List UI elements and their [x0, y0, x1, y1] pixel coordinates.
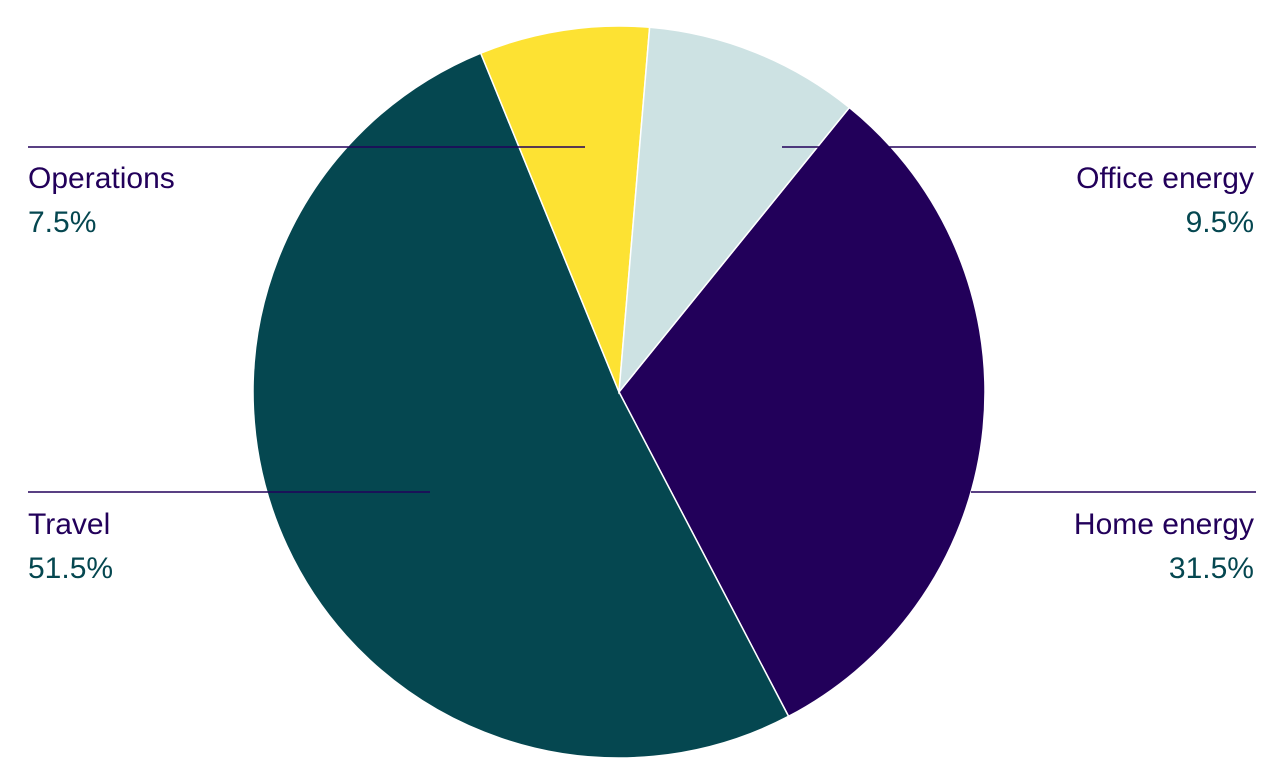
slice-value-office-energy: 9.5% [1186, 206, 1254, 239]
slice-label-home-energy: Home energy [1074, 508, 1254, 541]
slice-labels: Home energy 31.5% Travel 51.5% Operations 7.5… [28, 162, 1254, 585]
slice-label-travel: Travel [28, 508, 110, 541]
slice-value-home-energy: 31.5% [1169, 552, 1254, 585]
pie-slice-operations [479, 25, 651, 393]
slice-value-travel: 51.5% [28, 552, 113, 585]
slice-label-operations: Operations [28, 162, 175, 195]
pie-slices [252, 25, 986, 759]
pie-slice-office-energy [618, 26, 851, 395]
slice-value-operations: 7.5% [28, 206, 96, 239]
pie-slice-travel [252, 52, 790, 759]
leader-lines [28, 146, 1256, 493]
pie-slice-home-energy [618, 106, 986, 718]
slice-label-office-energy: Office energy [1076, 162, 1254, 195]
